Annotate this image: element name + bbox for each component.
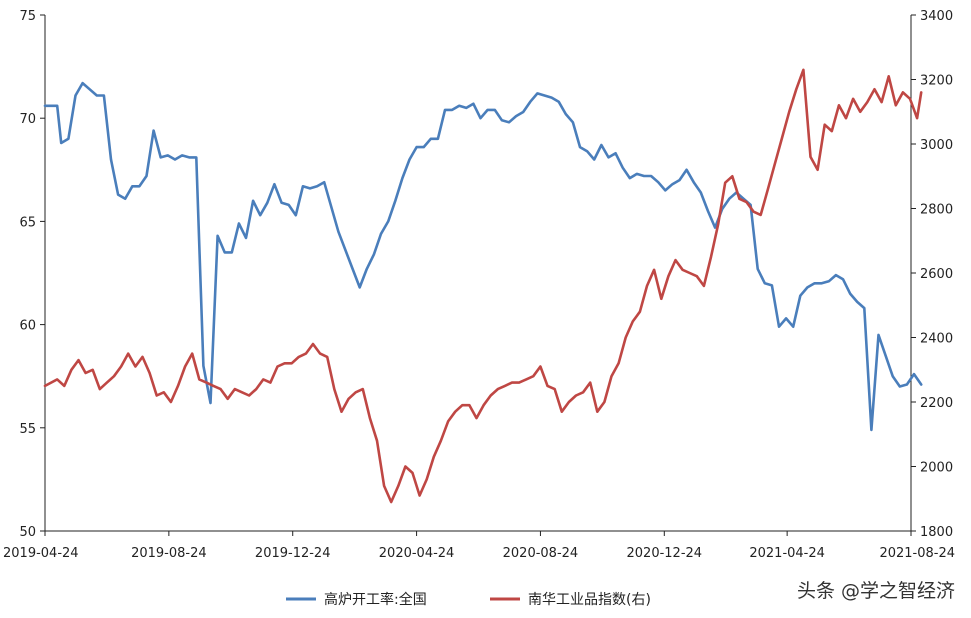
y-left-tick-label: 50	[19, 525, 36, 540]
x-tick-label: 2020-08-24	[503, 546, 579, 561]
legend-label-2: 南华工业品指数(右)	[528, 592, 651, 608]
x-tick-label: 2021-04-24	[749, 546, 825, 561]
series-line-2	[43, 68, 923, 504]
watermark-text: 头条 @学之智经济	[797, 580, 955, 602]
y-right-tick-label: 3400	[920, 9, 953, 24]
y-right-tick-label: 2400	[920, 332, 953, 347]
legend: 高炉开工率:全国 南华工业品指数(右)	[286, 591, 651, 608]
y-right-tick-label: 2000	[920, 461, 953, 476]
x-tick-label: 2019-04-24	[3, 546, 79, 561]
y-right-tick-label: 2800	[920, 203, 953, 218]
y-left-tick-label: 55	[19, 422, 36, 437]
y-right-tick-label: 1800	[920, 525, 953, 540]
y-left-tick-label: 70	[19, 112, 36, 127]
axes: 50 55 60 65 70 75 1800 2000 2200 2400 2600 2800 3000…	[3, 9, 955, 561]
y-left-tick-label: 75	[19, 9, 36, 24]
series-line-1	[43, 81, 923, 432]
y-right-tick-label: 3200	[920, 74, 953, 89]
y-right-tick-label: 2600	[920, 267, 953, 282]
x-tick-label: 2019-12-24	[255, 546, 331, 561]
y-left-tick-label: 65	[19, 215, 36, 230]
series-layer	[43, 68, 923, 504]
x-tick-label: 2020-04-24	[379, 546, 455, 561]
y-left-tick-label: 60	[19, 319, 36, 334]
legend-label-1: 高炉开工率:全国	[324, 591, 427, 608]
y-right-tick-label: 2200	[920, 396, 953, 411]
x-tick-label: 2020-12-24	[627, 546, 703, 561]
x-tick-label: 2019-08-24	[131, 546, 207, 561]
y-right-tick-label: 3000	[920, 138, 953, 153]
x-tick-label: 2021-08-24	[879, 546, 955, 561]
